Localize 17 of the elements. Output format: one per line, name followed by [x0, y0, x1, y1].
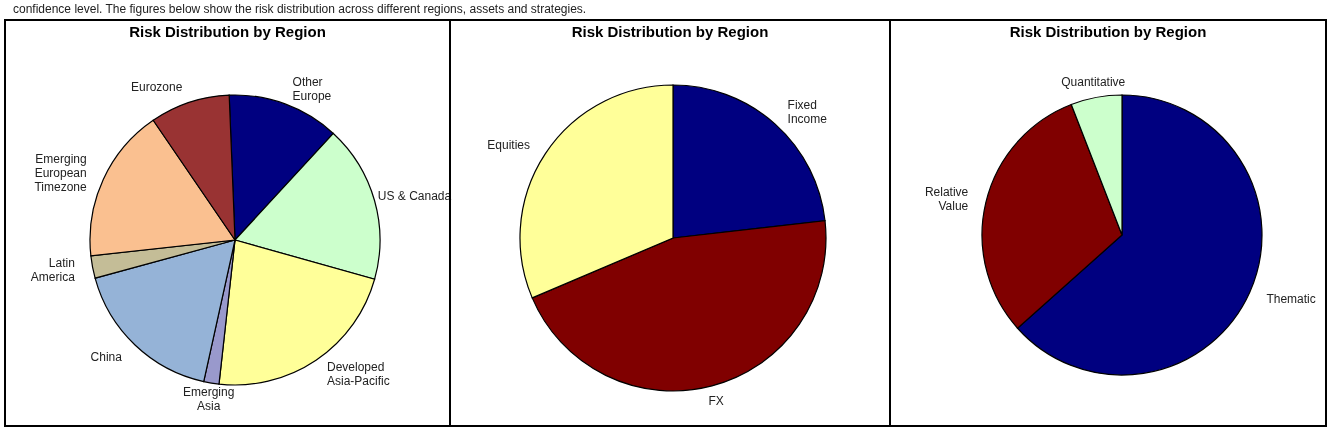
text: confidence level. The figures below show the risk distribution across different regions, assets and strategies. [13, 2, 587, 16]
slice-label: Other Europe [292, 74, 332, 103]
slice-label: Emerging Asia [183, 384, 235, 413]
slice-label: FX [708, 394, 724, 409]
slice-label: Quantitative [1061, 74, 1126, 89]
chart-title: Risk Distribution by Region [571, 23, 769, 40]
slice-label: Relative Value [924, 184, 969, 213]
slice-label: Emerging European Timezone [34, 151, 88, 194]
slice-label: Developed Asia-Pacific [326, 359, 390, 388]
slice-label: Thematic [1266, 291, 1316, 306]
chart-title: Risk Distribution by Region [1009, 23, 1207, 40]
slice-label: China [90, 349, 123, 364]
slice-label: Equities [487, 137, 531, 152]
slice-label: Eurozone [131, 80, 183, 95]
slice-label: Latin America [30, 256, 76, 285]
slice-label: Fixed Income [787, 97, 828, 126]
chart-title: Risk Distribution by Region [129, 23, 326, 40]
